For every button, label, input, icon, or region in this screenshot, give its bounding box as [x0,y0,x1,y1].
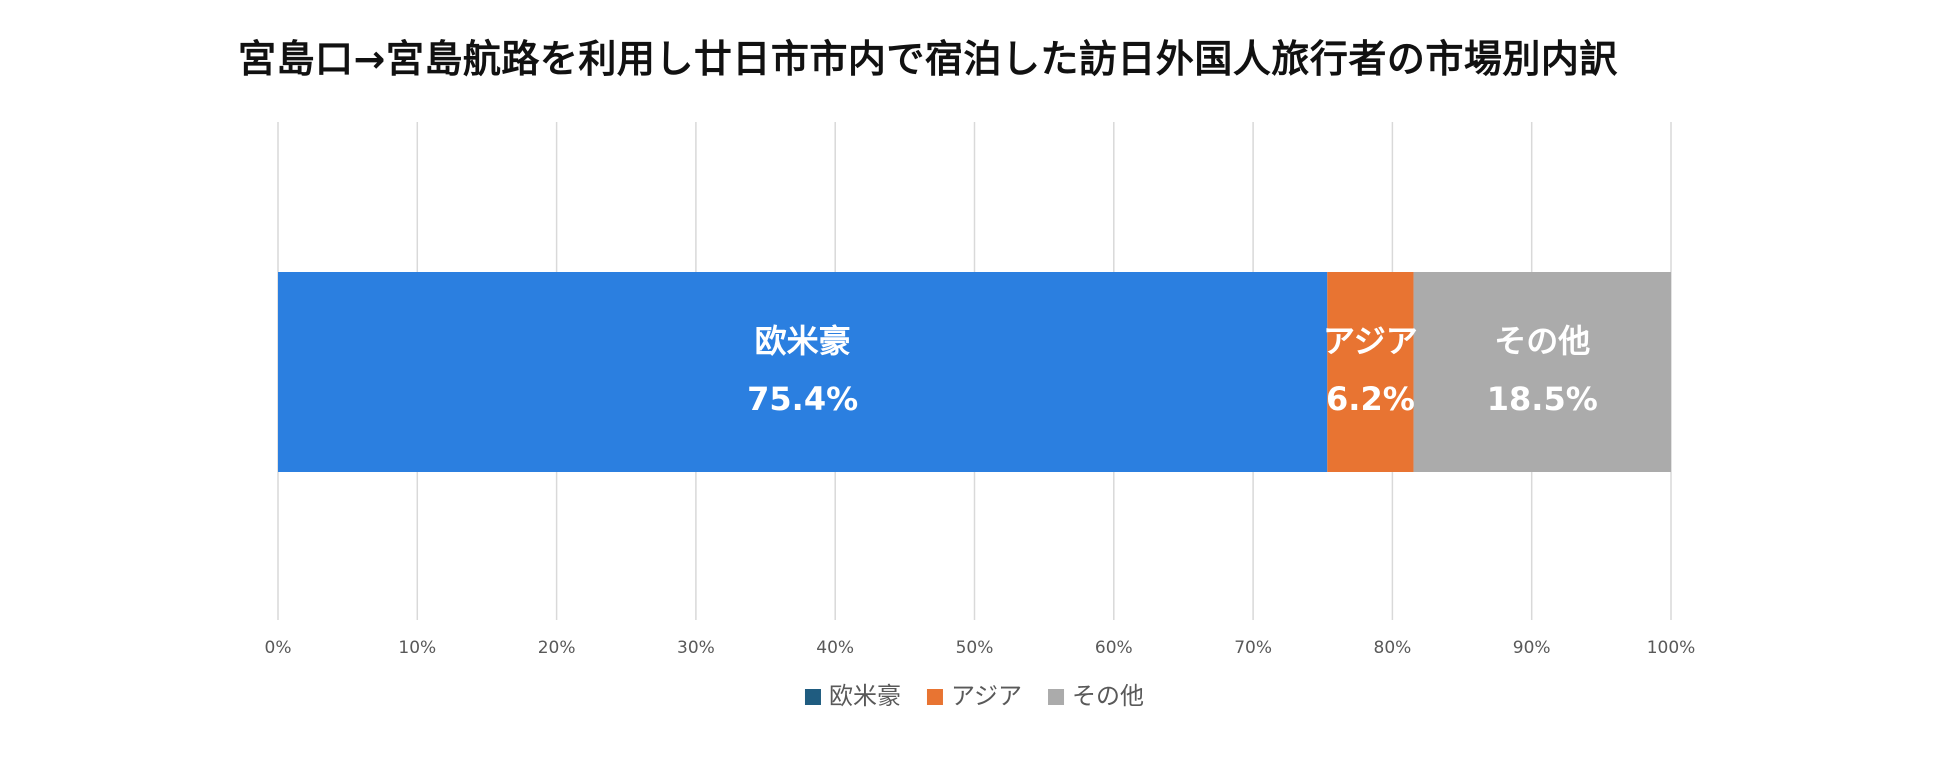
legend-item: アジア [926,682,1022,710]
chart-title: 宮島口→宮島航路を利用し廿日市市内で宿泊した訪日外国人旅行者の市場別内訳 [238,37,1618,81]
segment-name-label: アジア [1323,322,1418,360]
legend-swatch [804,689,821,705]
bar-segments [278,272,1671,472]
bar-segment [1413,272,1671,472]
x-tick-label: 90% [1513,638,1551,658]
legend: 欧米豪 アジア その他 [804,682,1144,710]
x-tick-label: 30% [677,638,715,658]
x-tick-label: 0% [265,638,292,658]
x-axis-ticks: 0% 10% 20% 30% 40% 50% 60% 70% 80% 90% 100% [265,638,1696,658]
segment-name-label: 欧米豪 [755,322,851,360]
legend-label: アジア [951,682,1022,710]
segment-name-label: その他 [1494,322,1590,360]
segment-value-label: 18.5% [1487,380,1598,418]
x-tick-label: 10% [398,638,436,658]
segment-value-label: 75.4% [747,380,858,418]
legend-item: その他 [1048,682,1144,710]
bar-segment [278,272,1328,472]
x-tick-label: 20% [538,638,576,658]
legend-item: 欧米豪 [804,682,901,710]
x-tick-label: 40% [816,638,854,658]
legend-swatch [926,689,943,705]
x-tick-label: 50% [956,638,994,658]
x-tick-label: 100% [1647,638,1696,658]
bar-segment [1327,272,1414,472]
legend-label: その他 [1072,682,1144,710]
legend-swatch [1048,689,1065,705]
segment-labels: 欧米豪 75.4% アジア 6.2% その他 18.5% [747,322,1598,418]
legend-label: 欧米豪 [829,682,901,710]
x-tick-label: 80% [1374,638,1412,658]
x-tick-label: 60% [1095,638,1133,658]
x-tick-label: 70% [1234,638,1272,658]
segment-value-label: 6.2% [1326,380,1415,418]
